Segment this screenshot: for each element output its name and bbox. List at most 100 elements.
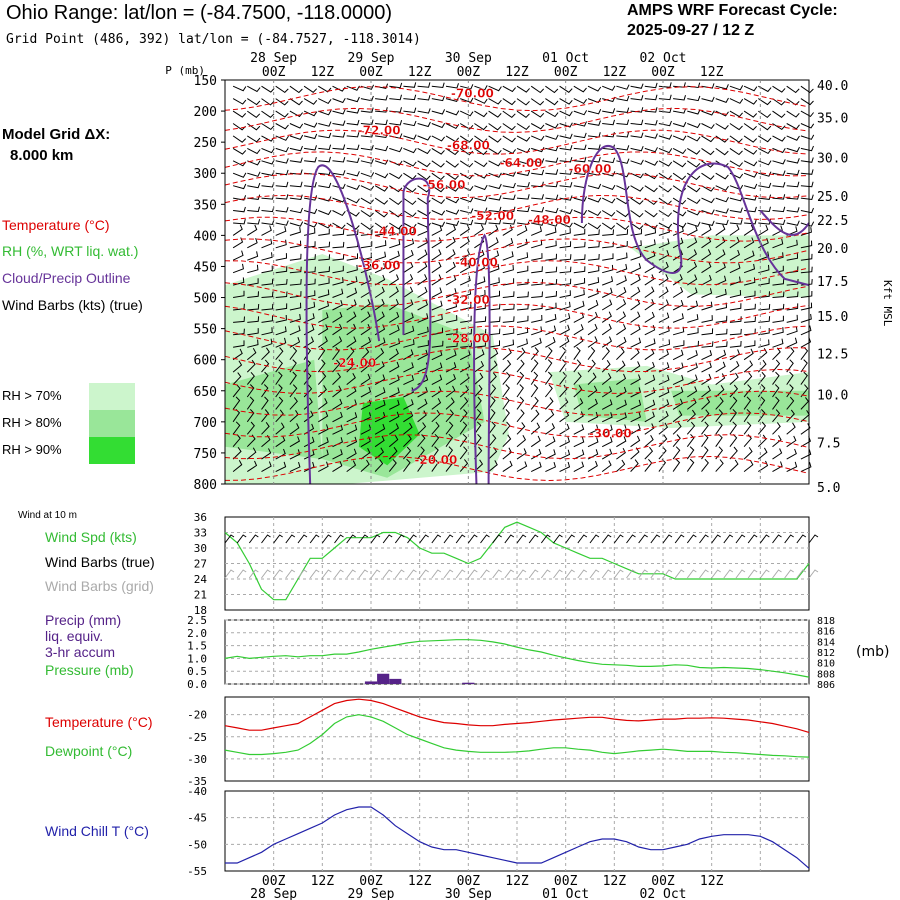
wind-chill-label: Wind Chill T (°C) [45,823,149,839]
wind-barb [729,224,740,236]
wind-barb [318,121,332,127]
wind-barb [758,224,769,236]
wind-barb [403,82,417,88]
wind-barb [786,110,800,118]
wind-barb [800,290,813,298]
wind-barb-grid [467,569,478,579]
wind-barb [289,279,302,286]
wind-barb-grid [297,569,308,579]
rh90-region [358,396,420,466]
wind-barb [644,387,656,398]
wind-barb [616,132,630,138]
wind-barb [729,384,739,398]
wind-barb [289,123,304,129]
wind-barb [658,274,669,286]
wind-barb [687,249,698,261]
wind-barb [417,458,425,472]
wind-barb [587,108,602,115]
wind-barb [616,185,630,191]
wind-barb [275,181,289,188]
wind-barb [289,359,297,373]
precip-liq-label: liq. equiv. [45,628,104,644]
wind-barb [318,336,328,348]
wind-barb-grid [796,569,807,579]
wind-barb [403,185,417,193]
wind-barb [545,240,557,249]
wind-barb [601,299,613,311]
wind-barb [516,206,530,213]
wind-barb [715,421,723,435]
wind-barb [375,95,388,101]
wind-barb [729,110,743,118]
wind-barb [502,264,514,274]
wind-barb-grid [577,569,588,579]
wind-barb [346,85,360,91]
wind-barb [459,385,470,398]
wind-barb [715,275,727,286]
wind-barb-grid [394,569,405,579]
wind-barb [772,347,781,361]
wind-barb [601,399,613,410]
wind-barb [289,157,303,163]
wind-barb [332,144,346,150]
wind-barb [403,325,415,336]
temperature-contour-label: -68.00 [447,139,490,153]
wind-barb [516,461,528,473]
wind-barb [261,110,275,118]
forecast-cycle-label: AMPS WRF Forecast Cycle: [627,2,838,19]
height-tick-label: 35.0 [817,111,848,126]
wind-barb [289,85,303,94]
wind-barb [729,421,737,435]
wind-barb [715,361,726,373]
wind-barb [587,460,598,473]
temperature-contour [224,260,810,286]
wind-barb [360,447,371,460]
legend-rh80-swatch [89,410,135,437]
wind-barb [701,301,713,311]
wind-barb [743,85,758,92]
wind-barb [417,422,427,435]
wind-barb [431,261,442,274]
precip-tick-label: 2.5 [187,614,207,627]
wind-barb [786,291,799,298]
wind-barb [630,222,644,230]
wind-barb [559,110,573,117]
top-axis-hour-label: 12Z [311,65,335,80]
wind-barb [417,299,429,311]
wind-barb [317,398,328,410]
wind-barb [389,311,400,323]
wind-barb [417,108,431,114]
wind-barb [431,398,442,410]
wind-barb [630,324,641,336]
wind-barb [246,371,255,385]
wind-barb [247,85,261,93]
wind-barb-true [686,534,697,544]
wind-barb [729,360,740,373]
wind-barb [800,157,814,163]
y-tick-label: -35 [187,775,207,788]
wind-barb [474,224,485,236]
wind-barb [587,437,599,448]
wind-barb [247,251,259,261]
wind-barb [431,237,442,249]
wind-barb [616,210,630,218]
wind-barb [332,449,343,460]
wind-barb [360,84,375,90]
wind-barb [289,145,303,152]
wind-barb [459,421,468,435]
wind-barb [559,384,568,398]
wind-barb-grid [309,569,320,579]
wind-barb [318,312,329,323]
wind-barb [360,210,374,218]
wind-barb [389,399,400,410]
wind-barb [445,209,460,215]
wind-barb [445,185,460,192]
wind-barb [559,461,571,473]
wind-barb [743,237,755,249]
wind-barb [715,349,727,361]
wind-barb [318,110,332,116]
wind-barb [644,399,656,410]
wind-barb [715,385,725,398]
wind-barb [757,447,768,460]
wind-barb-grid [699,569,709,579]
